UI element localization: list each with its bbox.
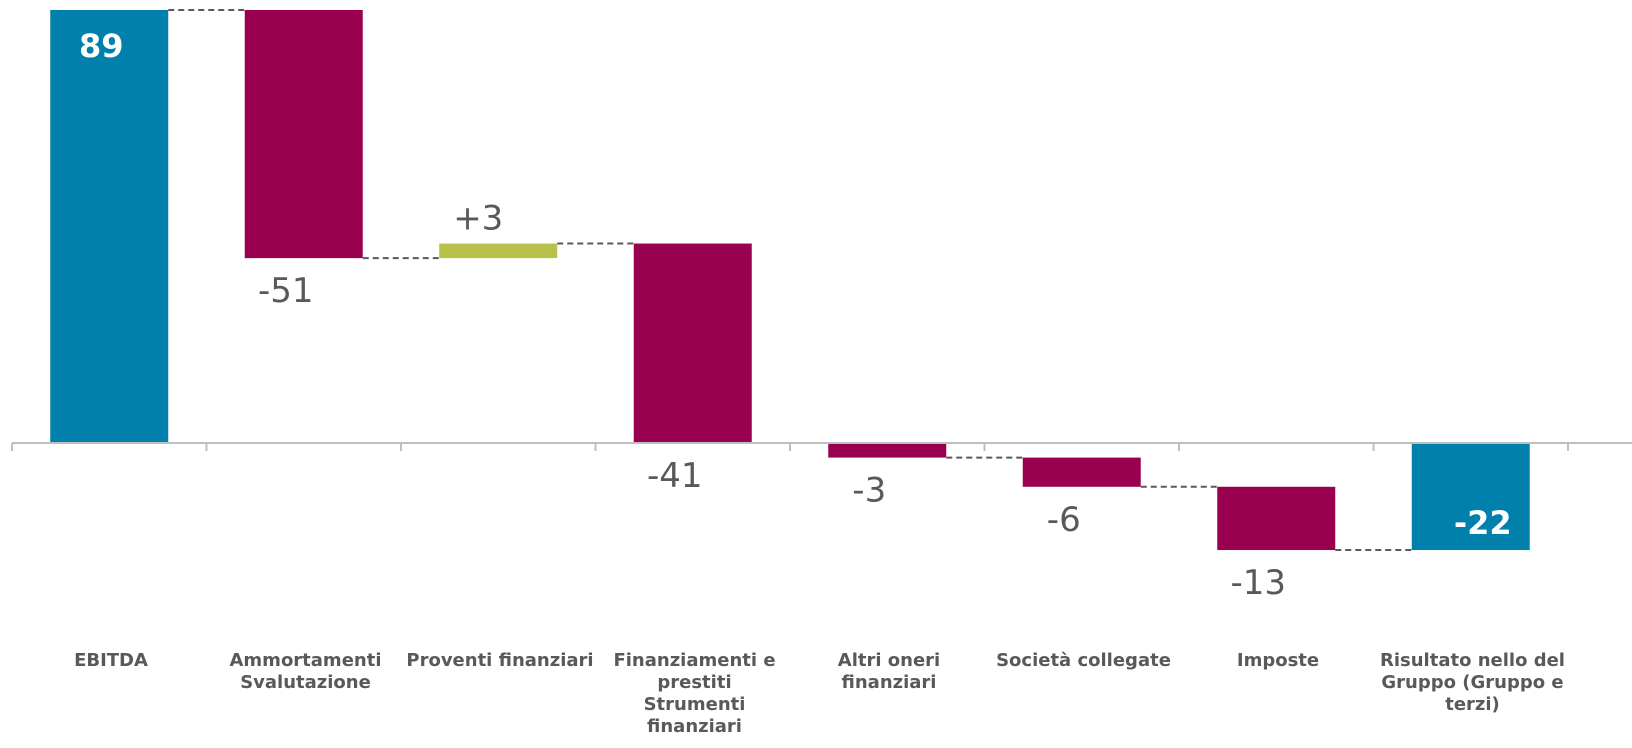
category-label-7: Risultato nello del Gruppo (Gruppo e ter… [1380, 650, 1565, 715]
value-label-1: -51 [258, 271, 314, 311]
category-label-1: Ammortamenti Svalutazione [229, 650, 382, 693]
x-axis [11, 442, 1632, 451]
category-label-6: Imposte [1236, 650, 1320, 671]
category-label-3: Finanziamenti e prestiti Strumenti finan… [613, 650, 776, 737]
bar-7 [1411, 443, 1530, 551]
category-label-0: EBITDA [74, 650, 148, 671]
value-label-5: -6 [1047, 500, 1081, 540]
value-label-0: 89 [79, 27, 124, 65]
value-label-6: -13 [1230, 563, 1286, 603]
value-label-2: +3 [453, 199, 503, 239]
bar-4 [828, 443, 947, 458]
category-label-2: Proventi finanziari [406, 650, 594, 671]
bar-6 [1217, 486, 1336, 551]
category-label-5: Società collegate [996, 650, 1171, 671]
value-labels-group: 89 -51 +3 -41 -3 -6 -13 -22 [79, 27, 1512, 603]
bar-1 [244, 10, 363, 259]
value-label-4: -3 [852, 471, 886, 511]
bar-3 [633, 243, 752, 443]
value-label-3: -41 [647, 456, 703, 496]
bar-2 [439, 243, 558, 259]
bar-0 [50, 10, 169, 443]
bar-5 [1022, 457, 1141, 487]
value-label-7: -22 [1454, 504, 1512, 542]
category-label-4: Altri oneri finanziari [837, 650, 941, 693]
bars-group [50, 10, 1530, 551]
